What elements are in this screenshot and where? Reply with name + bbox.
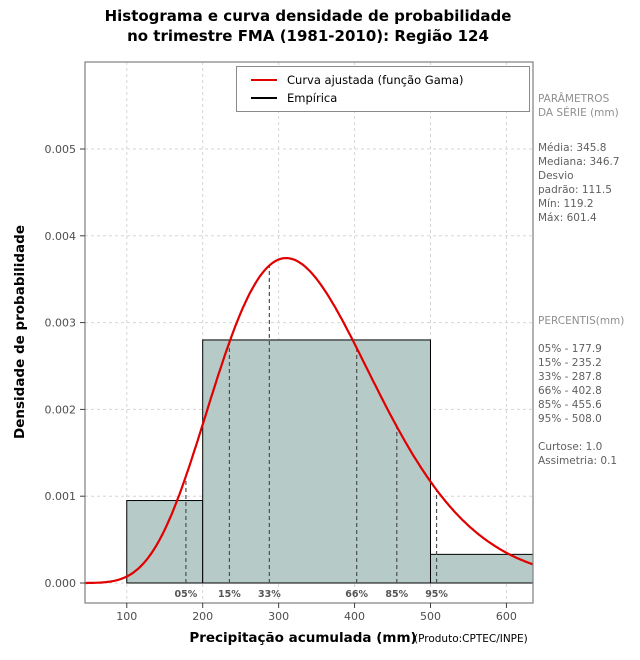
shape-stat-line: Curtose: 1.0 — [538, 441, 603, 453]
y-tick-label: 0.004 — [45, 230, 77, 243]
y-tick-label: 0.003 — [45, 317, 77, 330]
y-axis-label: Densidade de probabilidade — [12, 225, 28, 439]
histogram-bar — [429, 553, 534, 584]
percentile-stat-line: 15% - 235.2 — [538, 357, 602, 369]
title-line1: Histograma e curva densidade de probabil… — [104, 7, 512, 25]
percentile-marker-label: 66% — [345, 589, 368, 600]
percentile-stat-line: 95% - 508.0 — [538, 413, 602, 425]
side-panel: PARÂMETROS DA SÉRIE (mm) Média: 345.8 Med… — [538, 0, 640, 660]
y-tick-label: 0.005 — [45, 143, 77, 156]
x-tick-label: 300 — [268, 610, 289, 623]
series-stat-line: Mín: 119.2 — [538, 198, 594, 210]
product-credit: (Produto:CPTEC/INPE) — [414, 633, 528, 645]
series-stat-line: padrão: 111.5 — [538, 184, 612, 196]
params-header-line2: DA SÉRIE (mm) — [538, 107, 619, 119]
legend-curve-label: Curva ajustada (função Gama) — [287, 73, 464, 87]
x-tick-label: 600 — [496, 610, 517, 623]
histogram-bar — [202, 339, 431, 584]
title-line2: no trimestre FMA (1981-2010): Região 124 — [127, 27, 489, 45]
percentile-marker-label: 85% — [385, 589, 408, 600]
percentis-header: PERCENTIS(mm) — [538, 315, 625, 327]
series-stat-line: Máx: 601.4 — [538, 212, 597, 224]
plot-frame — [84, 61, 534, 604]
shape-stat-line: Assimetria: 0.1 — [538, 455, 618, 467]
legend-empirical-label: Empírica — [287, 91, 338, 105]
percentile-stat-line: 05% - 177.9 — [538, 343, 602, 355]
legend-item-curve: Curva ajustada (função Gama) — [251, 72, 519, 88]
params-header: PARÂMETROS DA SÉRIE (mm) — [538, 92, 619, 120]
x-tick-label: 100 — [116, 610, 137, 623]
percentis-list: 05% - 177.9 15% - 235.2 33% - 287.8 66% - 4… — [538, 342, 602, 426]
series-stat-line: Desvio — [538, 170, 574, 182]
percentile-marker-label: 33% — [258, 589, 281, 600]
series-stat-line: Mediana: 346.7 — [538, 156, 620, 168]
empirical-line-icon — [251, 97, 277, 99]
x-tick-label: 400 — [344, 610, 365, 623]
legend: Curva ajustada (função Gama) Empírica — [236, 66, 530, 112]
legend-item-empirical: Empírica — [251, 90, 519, 106]
histogram-bar — [126, 500, 204, 584]
percentile-stat-line: 85% - 455.6 — [538, 399, 602, 411]
y-tick-label: 0.001 — [45, 490, 77, 503]
percentile-marker-label: 05% — [175, 589, 198, 600]
curve-line-icon — [251, 79, 277, 81]
params-header-line1: PARÂMETROS — [538, 93, 610, 105]
y-tick-label: 0.002 — [45, 403, 77, 416]
percentile-stat-line: 66% - 402.8 — [538, 385, 602, 397]
percentile-stat-line: 33% - 287.8 — [538, 371, 602, 383]
series-stats: Média: 345.8 Mediana: 346.7 Desvio padrão: … — [538, 141, 620, 225]
percentile-marker-label: 95% — [425, 589, 448, 600]
series-stat-line: Média: 345.8 — [538, 142, 607, 154]
page-title: Histograma e curva densidade de probabil… — [0, 6, 616, 46]
gamma-density-curve — [85, 257, 534, 585]
x-axis-label: Precipitação acumulada (mm) — [189, 630, 416, 646]
y-tick-label: 0.000 — [45, 577, 77, 590]
x-tick-label: 200 — [192, 610, 213, 623]
x-tick-label: 500 — [420, 610, 441, 623]
shape-stats: Curtose: 1.0 Assimetria: 0.1 — [538, 440, 617, 468]
percentile-marker-label: 15% — [218, 589, 241, 600]
